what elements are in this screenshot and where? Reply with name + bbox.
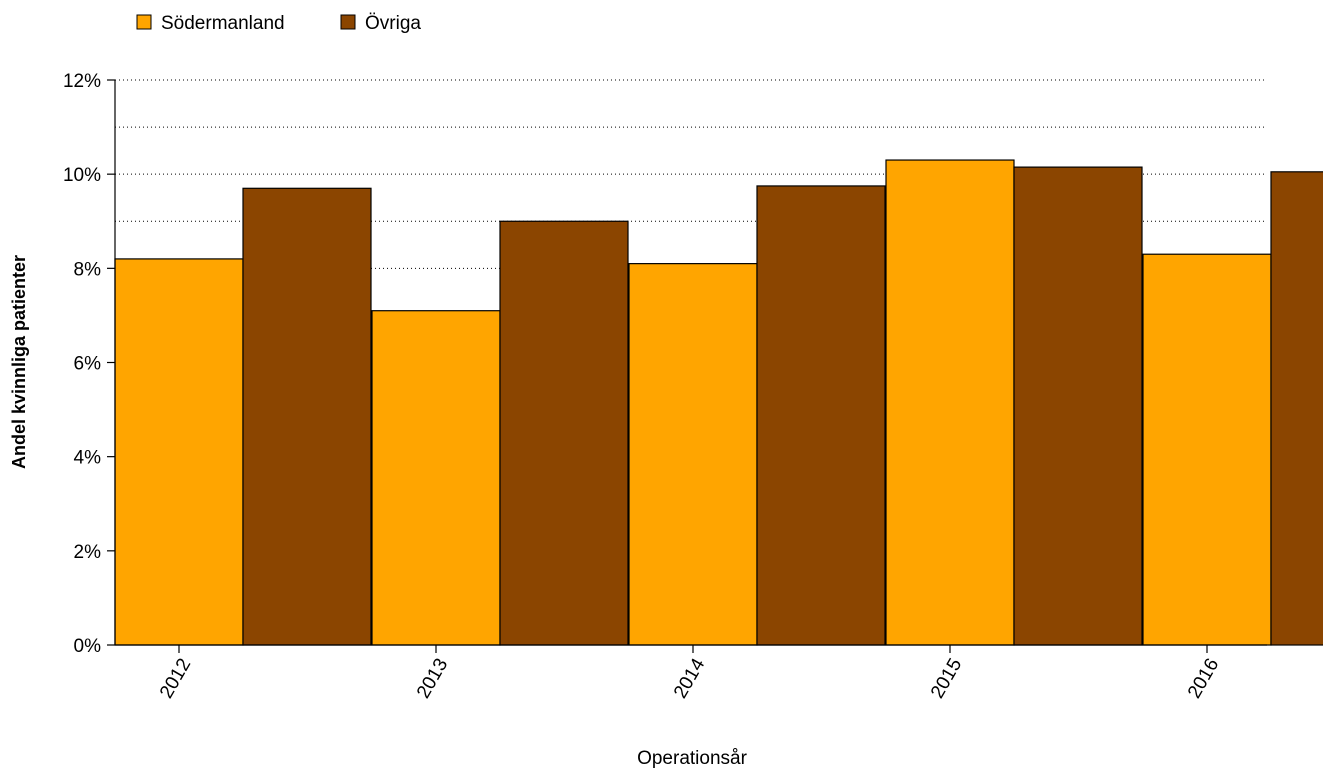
- bar: [1270, 171, 1323, 646]
- y-tick-label: 12%: [63, 71, 101, 92]
- y-tick-label: 2%: [74, 542, 102, 563]
- legend-label: Övriga: [365, 13, 421, 34]
- y-axis: 0% 2% 4% 6% 8% 10% 12%: [63, 71, 116, 657]
- x-tick-label: 2012: [156, 655, 195, 702]
- bars: [114, 159, 1323, 646]
- y-axis-title: Andel kvinnliga patienter: [9, 255, 29, 469]
- y-tick-label: 8%: [74, 259, 102, 280]
- bar: [371, 310, 501, 646]
- bar: [114, 258, 244, 646]
- x-tick-label: 2013: [413, 655, 452, 702]
- bar: [1142, 253, 1272, 646]
- bar: [756, 185, 886, 646]
- legend-label: Södermanland: [161, 13, 285, 34]
- x-axis-title: Operationsår: [637, 748, 748, 769]
- bar: [628, 263, 758, 646]
- x-axis: 2012 2013 2014 2015 2016: [115, 644, 1267, 702]
- y-tick-label: 6%: [74, 354, 102, 375]
- legend-swatch: [340, 14, 356, 30]
- bar: [885, 159, 1015, 646]
- y-tick-label: 0%: [74, 636, 102, 657]
- x-tick-label: 2016: [1184, 655, 1223, 702]
- y-tick-label: 4%: [74, 448, 102, 469]
- legend: Södermanland Övriga: [136, 13, 421, 34]
- bar: [242, 187, 372, 646]
- y-tick-label: 10%: [63, 165, 101, 186]
- x-tick-label: 2015: [927, 655, 966, 702]
- legend-swatch: [136, 14, 152, 30]
- bar: [499, 220, 629, 646]
- x-tick-label: 2014: [670, 655, 710, 702]
- bar: [1013, 166, 1143, 646]
